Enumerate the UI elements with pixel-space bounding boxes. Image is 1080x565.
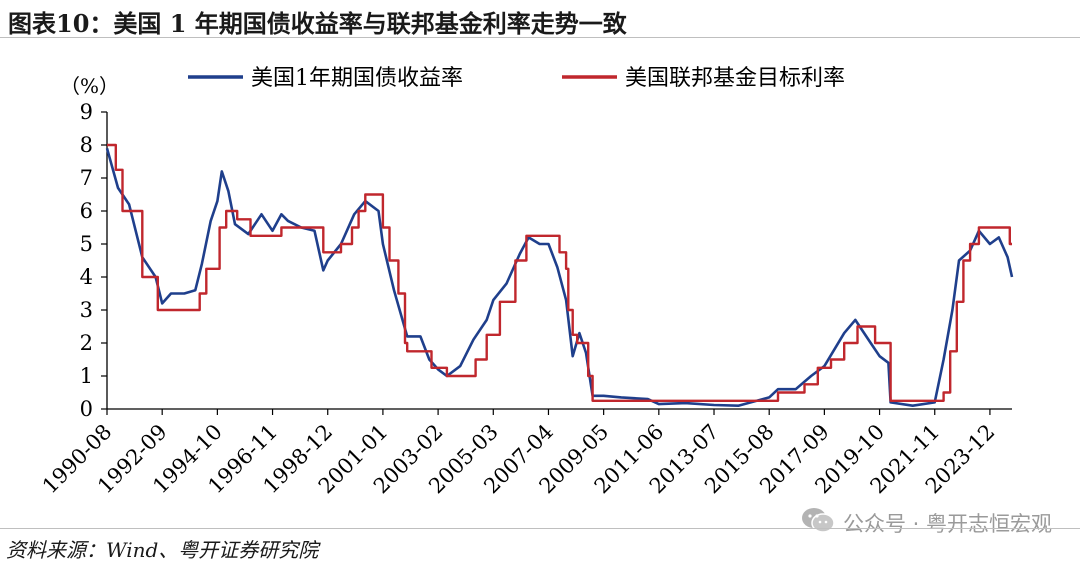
legend-yield-label: 美国1年期国债收益率 xyxy=(251,66,463,91)
y-tick-label: 0 xyxy=(80,397,93,421)
source-note: 资料来源：Wind、粤开证券研究院 xyxy=(6,538,319,562)
y-tick-label: 4 xyxy=(80,265,93,289)
watermark: 公众号 · 粤开志恒宏观 xyxy=(801,506,1052,539)
y-axis-unit-label: （%） xyxy=(60,74,119,98)
chart-footer: 资料来源：Wind、粤开证券研究院 xyxy=(0,528,1080,565)
chart-header: 图表10：美国 1 年期国债收益率与联邦基金利率走势一致 xyxy=(0,0,1080,38)
y-tick-label: 9 xyxy=(80,100,93,124)
yield-series-line xyxy=(105,147,1014,407)
chart-title: 图表10：美国 1 年期国债收益率与联邦基金利率走势一致 xyxy=(8,9,627,38)
fed-rate-series-line xyxy=(107,143,1012,402)
wechat-icon xyxy=(801,506,835,539)
y-tick-label: 7 xyxy=(80,166,93,190)
y-tick-label: 6 xyxy=(80,199,93,223)
y-tick-label: 1 xyxy=(80,364,93,388)
watermark-text: 公众号 · 粤开志恒宏观 xyxy=(842,511,1052,536)
y-tick-label: 3 xyxy=(80,298,93,322)
y-tick-label: 5 xyxy=(80,232,93,256)
y-tick-label: 2 xyxy=(80,331,93,355)
y-tick-label: 8 xyxy=(80,133,93,157)
legend-fed-rate-label: 美国联邦基金目标利率 xyxy=(625,66,845,91)
